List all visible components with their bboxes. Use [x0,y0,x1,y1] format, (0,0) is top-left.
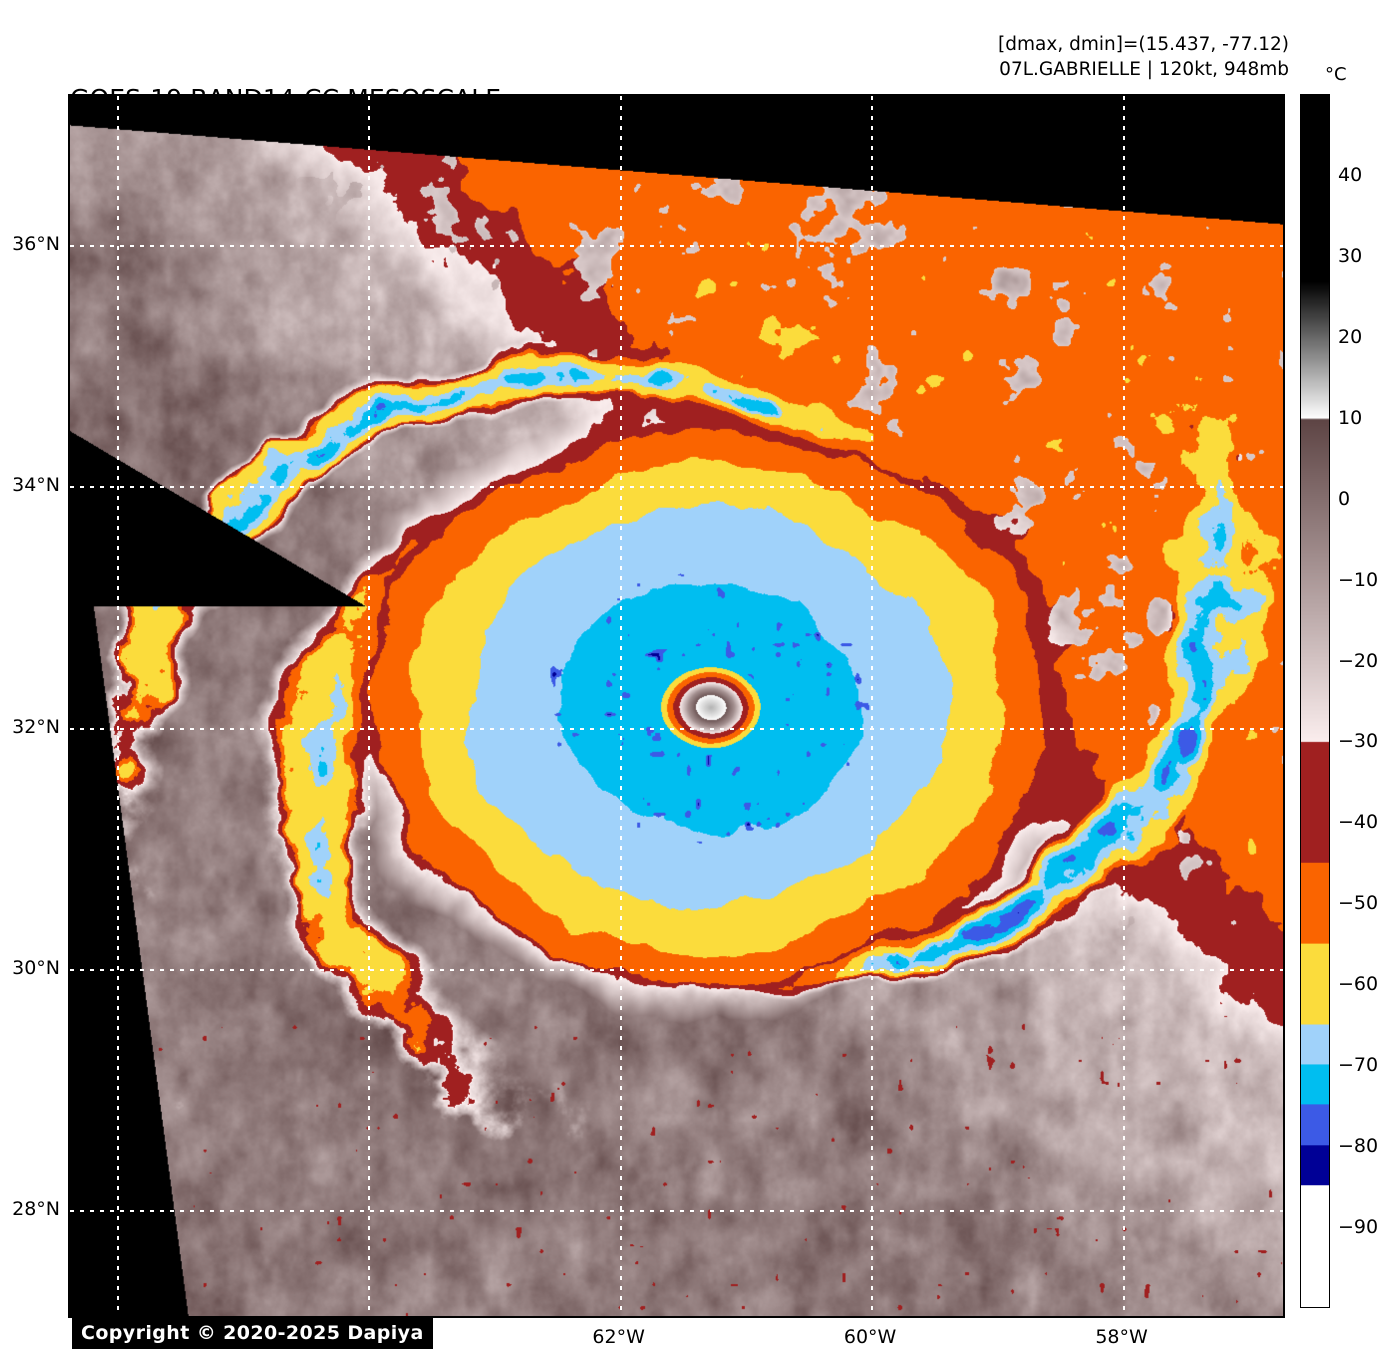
colorbar-unit-label: °C [1325,64,1347,85]
colorbar-tick: −50 [1338,892,1379,915]
latitude-tick-label: 28°N [12,1198,60,1221]
colorbar-tick: 10 [1338,406,1363,429]
colorbar-gradient [1301,95,1329,1307]
colorbar-tick: 20 [1338,325,1363,348]
colorbar-tick: 0 [1338,487,1351,510]
latitude-tick-label: 32°N [12,715,60,738]
colorbar-tick: 40 [1338,163,1363,186]
satellite-imagery-canvas [70,96,1283,1316]
longitude-tick-label: 60°W [843,1326,897,1348]
colorbar-tick: 30 [1338,244,1363,267]
colorbar-tick: −20 [1338,649,1379,672]
dminmax-annotation: [dmax, dmin]=(15.437, -77.12) [998,34,1289,55]
colorbar-tick: −30 [1338,730,1379,753]
longitude-tick-label: 62°W [592,1326,645,1348]
annotation-block: [dmax, dmin]=(15.437, -77.12) 07L.GABRIE… [998,33,1289,82]
copyright-banner: Copyright © 2020-2025 Dapiya [72,1318,433,1349]
latitude-tick-label: 36°N [12,232,60,255]
colorbar-tick: −80 [1338,1135,1379,1158]
colorbar-tick: −40 [1338,811,1379,834]
colorbar-tick: −10 [1338,568,1379,591]
colorbar-tick: −70 [1338,1054,1379,1077]
satellite-image-plot [68,94,1285,1318]
storm-annotation: 07L.GABRIELLE | 120kt, 948mb [999,58,1289,80]
colorbar [1300,94,1330,1308]
latitude-tick-label: 34°N [12,474,60,497]
colorbar-tick: −60 [1338,973,1379,996]
longitude-tick-label: 58°W [1095,1326,1148,1348]
latitude-tick-label: 30°N [12,956,60,979]
colorbar-tick: −90 [1338,1216,1379,1239]
